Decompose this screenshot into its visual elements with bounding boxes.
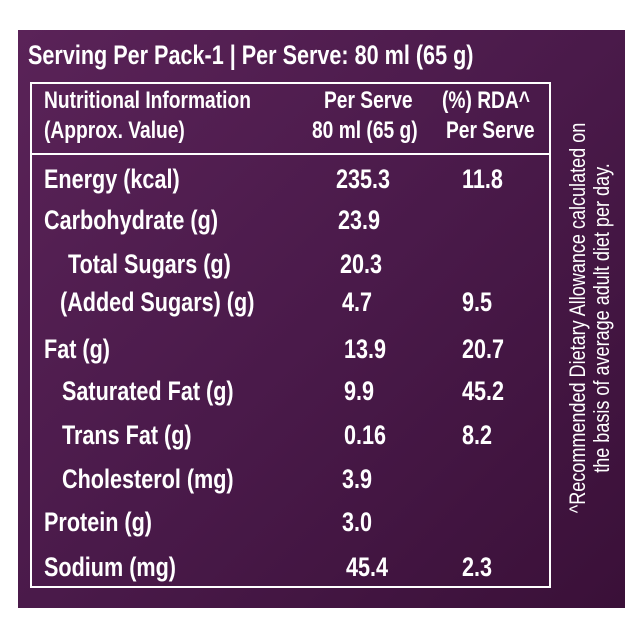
rda-value: 45.2	[462, 376, 505, 406]
nutrient-name: Total Sugars (g)	[68, 249, 231, 279]
footnote-line: ^Recommended Dietary Allowance calculate…	[565, 122, 590, 514]
column-header: Per Serve	[446, 117, 535, 144]
nutrient-name: Energy (kcal)	[44, 164, 180, 194]
nutrient-name: Saturated Fat (g)	[62, 376, 234, 406]
column-header: Nutritional Information	[44, 87, 251, 114]
rda-value: 9.5	[462, 287, 493, 317]
per-serve-value: 235.3	[336, 164, 391, 194]
nutrient-name: Protein (g)	[44, 507, 152, 537]
per-serve-value: 23.9	[338, 205, 381, 235]
nutrient-name: Trans Fat (g)	[62, 420, 192, 450]
column-header: 80 ml (65 g)	[312, 117, 418, 144]
serving-info: Serving Per Pack-1 | Per Serve: 80 ml (6…	[28, 40, 474, 70]
rda-value: 20.7	[462, 334, 505, 364]
label-panel	[18, 30, 625, 608]
rda-value: 11.8	[462, 164, 503, 194]
rda-value: 2.3	[462, 552, 493, 582]
nutrient-name: Fat (g)	[44, 334, 110, 364]
header-divider	[30, 153, 551, 155]
nutrient-name: Carbohydrate (g)	[44, 205, 219, 235]
footnote-line: the basis of average adult diet per day.	[589, 163, 614, 473]
per-serve-value: 4.7	[342, 287, 373, 317]
column-header: Per Serve	[324, 87, 413, 114]
per-serve-value: 20.3	[340, 249, 383, 279]
per-serve-value: 13.9	[344, 334, 387, 364]
rda-value: 8.2	[462, 420, 493, 450]
per-serve-value: 0.16	[344, 420, 387, 450]
per-serve-value: 45.4	[346, 552, 389, 582]
nutrient-name: (Added Sugars) (g)	[60, 287, 255, 317]
per-serve-value: 9.9	[344, 376, 375, 406]
per-serve-value: 3.9	[342, 464, 373, 494]
nutrient-name: Cholesterol (mg)	[62, 464, 234, 494]
column-header: (Approx. Value)	[44, 117, 185, 144]
nutrient-name: Sodium (mg)	[44, 552, 176, 582]
table-frame	[30, 82, 551, 588]
per-serve-value: 3.0	[342, 507, 373, 537]
column-header: (%) RDA^	[442, 87, 531, 114]
